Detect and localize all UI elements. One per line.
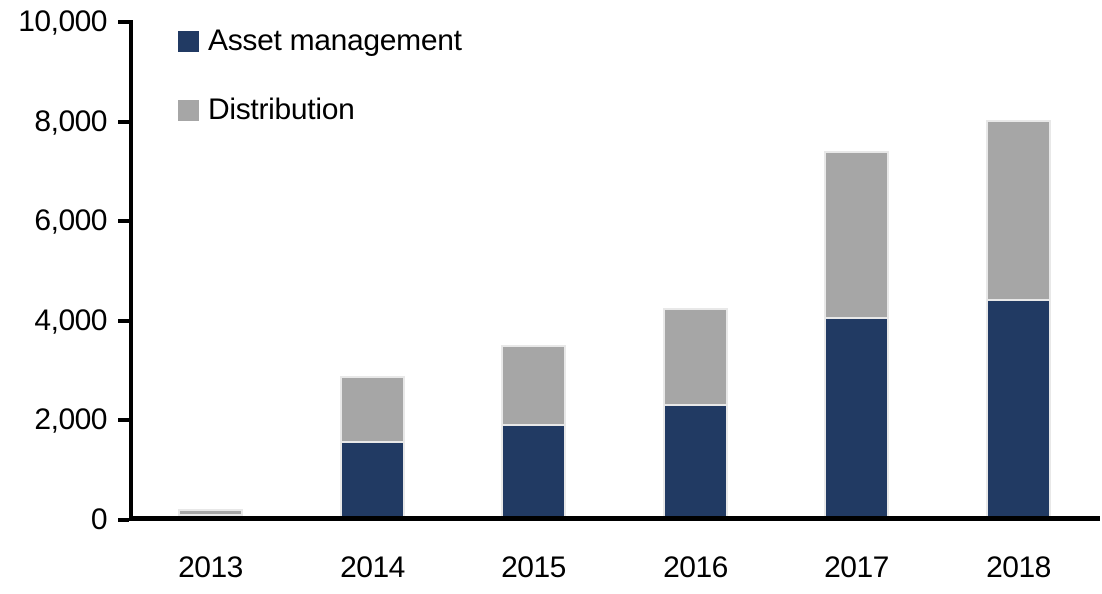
legend-swatch-distribution-icon (178, 99, 199, 121)
y-tick-label: 6,000 (34, 204, 107, 237)
bar-group-2015 (501, 344, 566, 518)
y-tick-label: 8,000 (34, 105, 107, 138)
y-tick-label: 0 (90, 503, 108, 536)
bar-group-2018 (986, 120, 1051, 518)
legend-label-asset-management: Asset management (208, 24, 462, 57)
y-axis-tick (118, 20, 129, 24)
y-axis-line (129, 20, 133, 521)
bar-segment-distribution (501, 344, 566, 425)
bar-segment-asset-management (340, 440, 405, 518)
x-tick-label-2018: 2018 (986, 551, 1051, 584)
bar-segment-asset-management (824, 317, 889, 518)
legend-item-asset-management: Asset management (178, 24, 462, 57)
bar-segment-asset-management (178, 513, 243, 518)
bar-segment-asset-management (501, 424, 566, 518)
bar-group-2014 (340, 375, 405, 518)
bar-group-2013 (178, 508, 243, 518)
bar-group-2017 (824, 150, 889, 518)
bar-segment-distribution (178, 508, 243, 514)
legend-label-distribution: Distribution (208, 93, 355, 126)
x-tick-label-2017: 2017 (824, 551, 889, 584)
bar-segment-distribution (663, 308, 728, 405)
bar-segment-distribution (824, 150, 889, 318)
y-axis-tick (118, 418, 129, 422)
bar-group-2016 (663, 308, 728, 518)
x-axis-line (129, 516, 1100, 521)
y-axis-tick (118, 518, 129, 522)
y-tick-label: 4,000 (34, 304, 107, 337)
y-tick-label: 10,000 (18, 5, 107, 38)
x-tick-label-2013: 2013 (178, 551, 243, 584)
bar-segment-distribution (340, 375, 405, 441)
x-tick-label-2015: 2015 (501, 551, 566, 584)
legend-swatch-asset-management-icon (178, 30, 199, 52)
legend-item-distribution: Distribution (178, 93, 355, 126)
x-tick-label-2016: 2016 (663, 551, 728, 584)
y-axis-tick (118, 120, 129, 124)
y-tick-label: 2,000 (34, 403, 107, 436)
bar-segment-asset-management (663, 404, 728, 518)
bar-segment-asset-management (986, 298, 1051, 518)
bar-segment-distribution (986, 120, 1051, 299)
y-axis-tick (118, 219, 129, 223)
y-axis-tick (118, 319, 129, 323)
x-tick-label-2014: 2014 (340, 551, 405, 584)
